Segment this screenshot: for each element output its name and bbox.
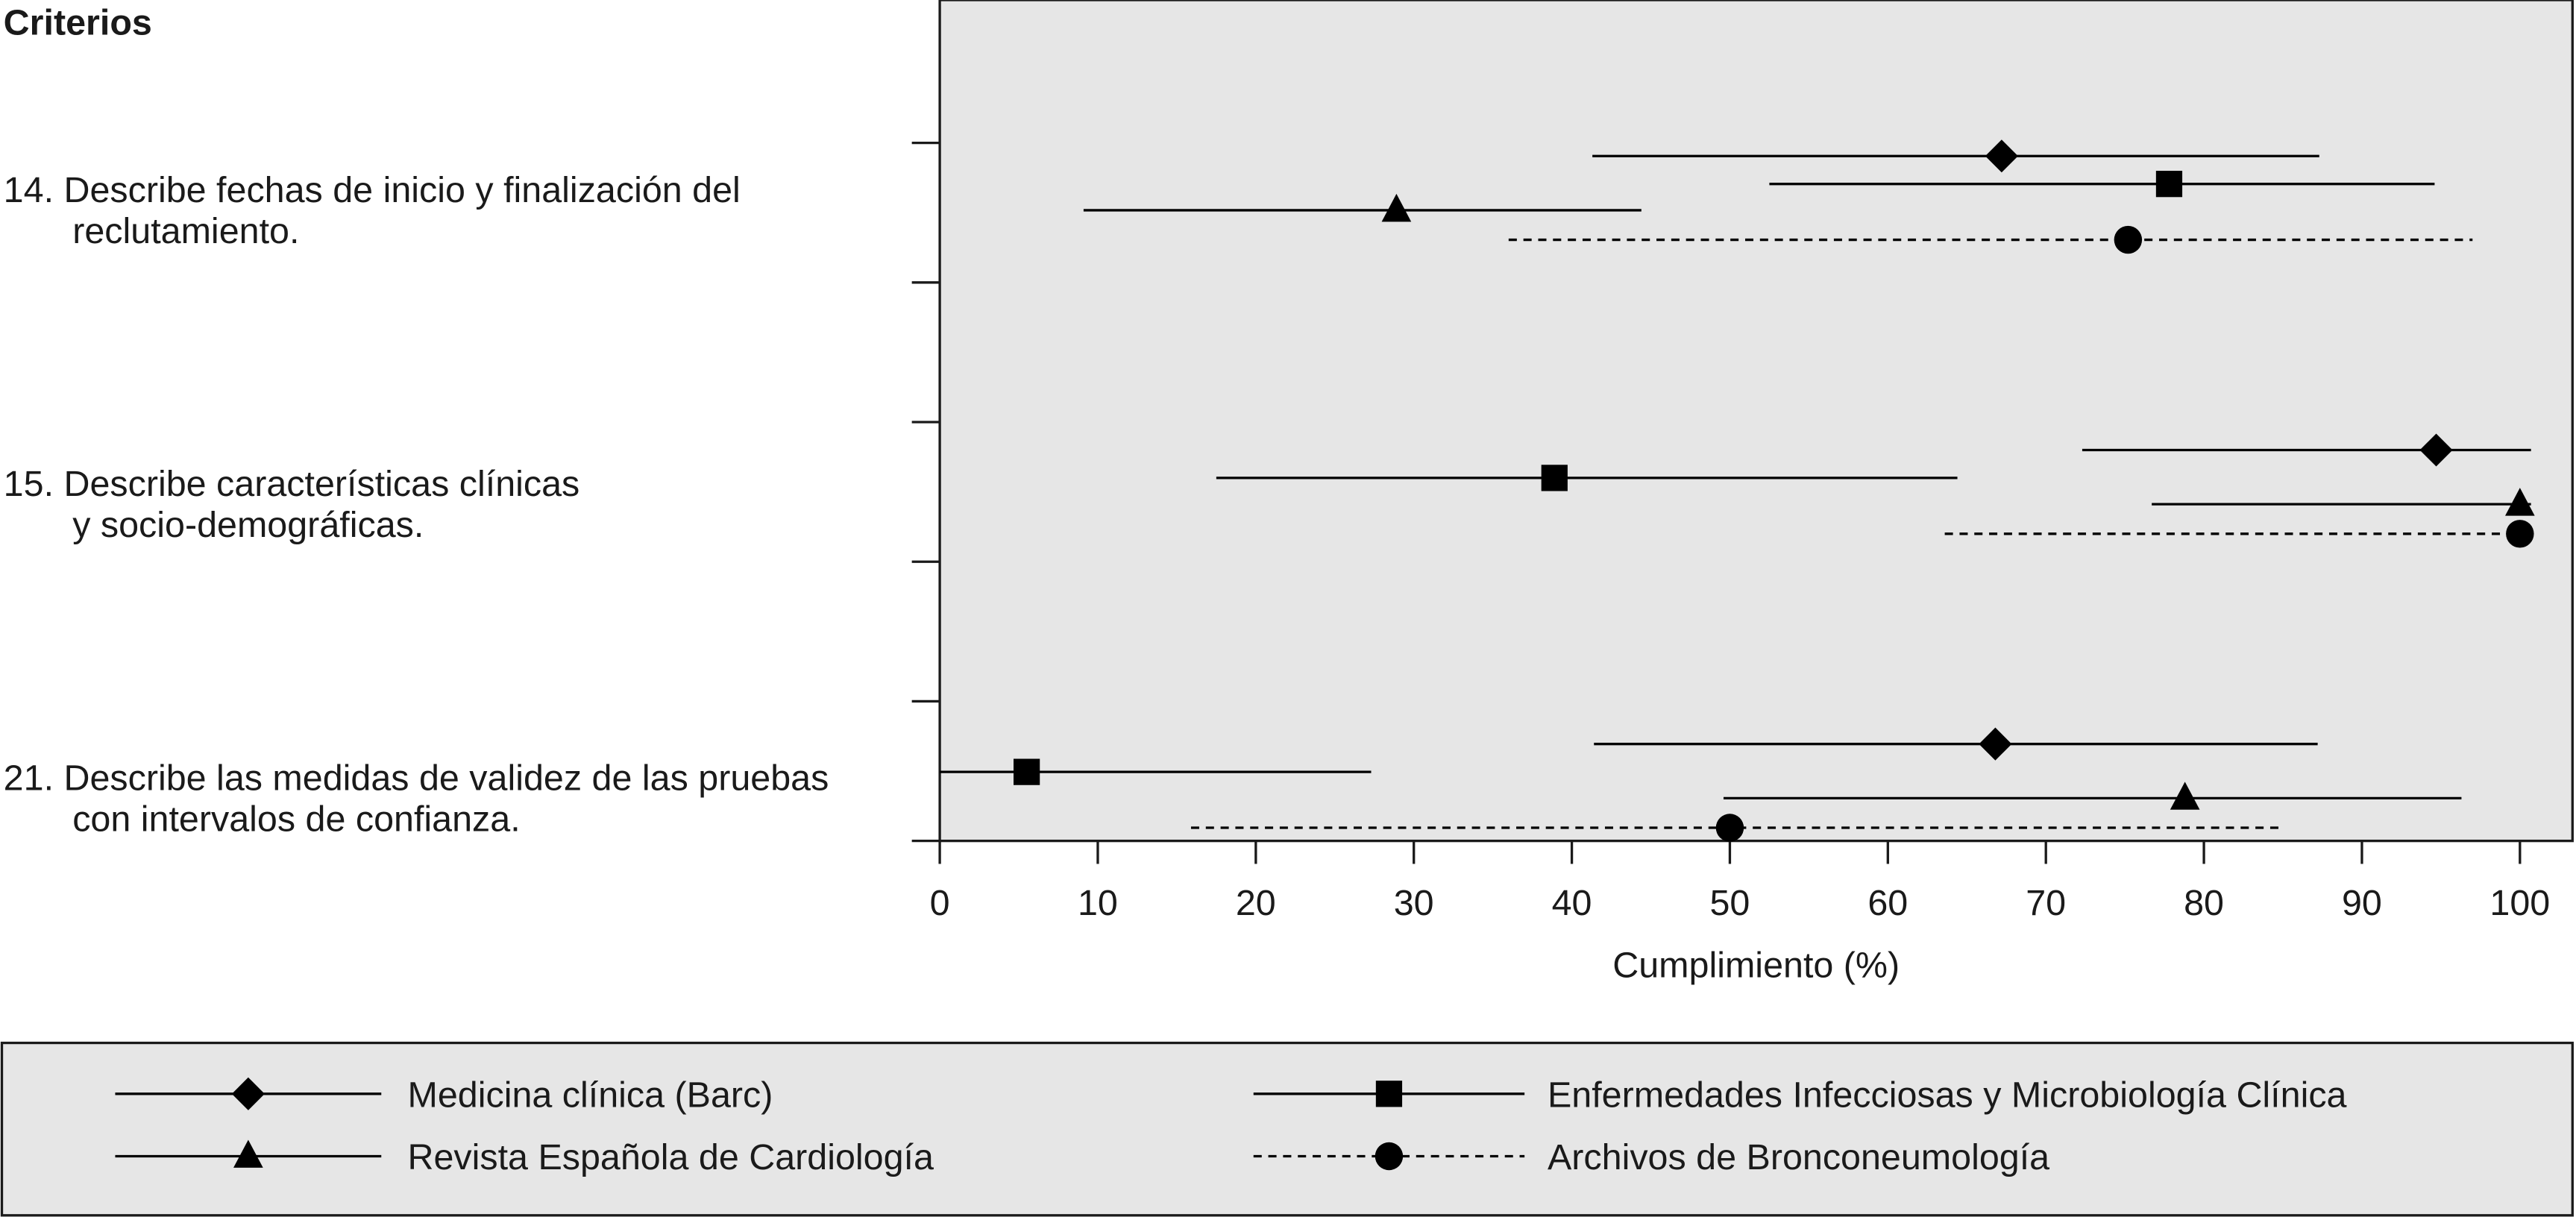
x-tick-label: 50 [1710, 883, 1750, 923]
category-label: 21. Describe las medidas de validez de l… [4, 758, 829, 798]
point-marker [1381, 193, 1412, 222]
y-dividers [911, 141, 940, 843]
x-tick-label: 40 [1552, 883, 1592, 923]
legend-marker [1375, 1142, 1404, 1171]
category-label: 14. Describe fechas de inicio y finaliza… [4, 170, 741, 210]
point-marker [1541, 465, 1568, 491]
x-tick-label: 10 [1078, 883, 1118, 923]
category-label: y socio-demográficas. [72, 505, 424, 545]
x-tick-label: 0 [930, 883, 950, 923]
x-tick-label: 80 [2184, 883, 2224, 923]
x-tick-label: 90 [2342, 883, 2382, 923]
point-marker [1979, 727, 2012, 761]
x-axis-title: Cumplimiento (%) [1612, 945, 1900, 985]
x-tick-label: 60 [1867, 883, 1908, 923]
plot-area [938, 0, 2574, 843]
legend-box [0, 1041, 2574, 1217]
category-label: reclutamiento. [72, 211, 299, 251]
x-tick-label: 70 [2026, 883, 2066, 923]
point-marker [2114, 225, 2143, 254]
legend-label: Revista Española de Cardiología [407, 1137, 934, 1177]
point-marker [1715, 814, 1744, 842]
legend-label: Enfermedades Infecciosas y Microbiología… [1548, 1075, 2347, 1115]
point-marker [2155, 171, 2183, 198]
category-label: con intervalos de confianza. [72, 799, 520, 839]
legend-marker [233, 1139, 263, 1168]
legend-label: Archivos de Bronconeumología [1548, 1137, 2049, 1177]
legend-marker [1375, 1081, 1403, 1107]
legend-label: Medicina clínica (Barc) [407, 1075, 773, 1115]
point-marker [2505, 488, 2535, 516]
point-marker [2506, 520, 2534, 548]
point-marker [1985, 139, 2018, 173]
category-label: 15. Describe características clínicas [4, 464, 580, 504]
point-marker [2170, 782, 2200, 810]
y-axis-title: Criterios [4, 2, 152, 43]
point-marker [2419, 433, 2453, 467]
x-tick-label: 20 [1236, 883, 1276, 923]
point-marker [1013, 758, 1040, 785]
x-tick-label: 30 [1394, 883, 1434, 923]
x-tick-label: 100 [2489, 883, 2550, 923]
